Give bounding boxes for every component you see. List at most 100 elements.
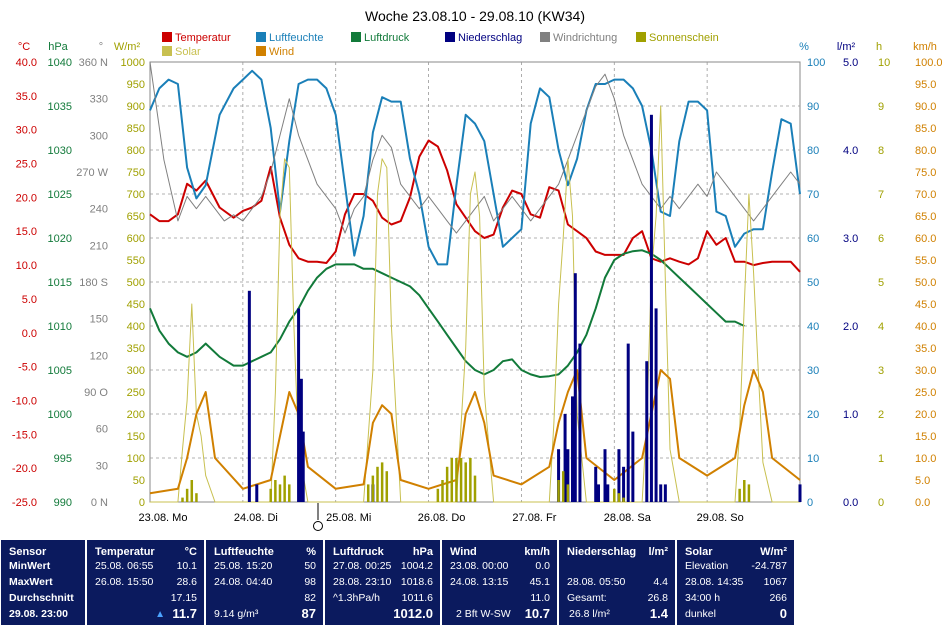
solar-state: dunkel bbox=[685, 608, 716, 620]
wind_speed-tick-16: 20.0 bbox=[915, 409, 936, 421]
temperature-tick-7: 5.0 bbox=[22, 294, 37, 306]
avg-label: Durchschnitt bbox=[9, 592, 74, 604]
humidity-tick-9: 10 bbox=[807, 453, 819, 465]
x-tick-label-6: 29.08. So bbox=[697, 512, 744, 524]
wind_speed-tick-3: 85.0 bbox=[915, 123, 936, 135]
wind_speed-tick-20: 0.0 bbox=[915, 497, 930, 509]
solar-tick-4: 800 bbox=[127, 145, 145, 157]
temperature-tick-0: 40.0 bbox=[16, 57, 37, 69]
solar-max-value: 1067 bbox=[763, 576, 787, 588]
niederschlag-bar-2 bbox=[297, 308, 301, 502]
wind-min-time: 23.08. 00:00 bbox=[450, 560, 509, 572]
niederschlag-bar-16 bbox=[617, 449, 621, 502]
sonnenschein-bar-11 bbox=[376, 466, 379, 502]
humidity-tick-6: 40 bbox=[807, 321, 819, 333]
solar-tick-20: 0 bbox=[139, 497, 145, 509]
precipitation-tick-2: 3.0 bbox=[843, 233, 858, 245]
sonnenschein-bar-24 bbox=[561, 471, 565, 502]
niederschlag-bar-10 bbox=[573, 273, 577, 502]
sensor-header: Sensor bbox=[9, 546, 47, 558]
wind_speed-tick-14: 30.0 bbox=[915, 365, 936, 377]
temperature-header: Temperatur bbox=[95, 546, 155, 558]
solar-unit: W/m² bbox=[760, 546, 787, 558]
precipitation-tick-5: 0.0 bbox=[843, 497, 858, 509]
legend-swatch-1 bbox=[256, 32, 266, 42]
legend-swatch-2 bbox=[351, 32, 361, 42]
rain-max-time: 28.08. 05:50 bbox=[567, 576, 626, 588]
humidity-average: 82 bbox=[304, 592, 316, 604]
sunshine-tick-2: 8 bbox=[878, 145, 884, 157]
wind_speed-tick-10: 50.0 bbox=[915, 277, 936, 289]
wind_direction-unit: ° bbox=[99, 41, 103, 53]
wind_direction-tick-2: 300 bbox=[90, 130, 108, 142]
pressure-tick-7: 1005 bbox=[48, 365, 72, 377]
now-marker-icon bbox=[313, 521, 323, 531]
wind_speed-tick-9: 55.0 bbox=[915, 255, 936, 267]
niederschlag-bar-3 bbox=[299, 378, 303, 502]
solar-tick-16: 200 bbox=[127, 409, 145, 421]
sonnenschein-bar-17 bbox=[450, 458, 454, 502]
solar-tick-13: 350 bbox=[127, 343, 145, 355]
solar-tick-2: 900 bbox=[127, 101, 145, 113]
solar-tick-18: 100 bbox=[127, 453, 145, 465]
solar-tick-19: 50 bbox=[133, 475, 145, 487]
niederschlag-bar-20 bbox=[645, 361, 649, 502]
solar-tick-3: 850 bbox=[127, 123, 145, 135]
wind_speed-tick-2: 90.0 bbox=[915, 101, 936, 113]
wind_speed-tick-18: 10.0 bbox=[915, 453, 936, 465]
temperature-tick-4: 20.0 bbox=[16, 192, 37, 204]
pressure-tick-10: 990 bbox=[54, 497, 72, 509]
wind_speed-tick-5: 75.0 bbox=[915, 167, 936, 179]
legend-label-6: Solar bbox=[175, 46, 201, 58]
humidity-tick-3: 70 bbox=[807, 189, 819, 201]
pressure-tick-6: 1010 bbox=[48, 321, 72, 333]
precipitation-tick-0: 5.0 bbox=[843, 57, 858, 69]
precipitation-unit: l/m² bbox=[837, 41, 856, 53]
humidity-tick-7: 30 bbox=[807, 365, 819, 377]
niederschlag-bar-25 bbox=[798, 484, 802, 502]
wind_direction-tick-6: 180 S bbox=[79, 277, 108, 289]
wind_direction-tick-1: 330 bbox=[90, 94, 108, 106]
humidity-box: Luftfeuchte% 25.08. 15:20 50 24.08. 04:40… bbox=[206, 540, 323, 625]
temperature-tick-3: 25.0 bbox=[16, 159, 37, 171]
x-tick-label-0: 23.08. Mo bbox=[139, 512, 188, 524]
niederschlag-bar-1 bbox=[255, 484, 259, 502]
solar-tick-15: 250 bbox=[127, 387, 145, 399]
humidity-tick-8: 20 bbox=[807, 409, 819, 421]
pressure-tick-9: 995 bbox=[54, 453, 72, 465]
niederschlag-bar-24 bbox=[663, 484, 667, 502]
temperature-unit: °C bbox=[184, 546, 197, 558]
rain-header: Niederschlag bbox=[567, 546, 637, 558]
humidity-tick-10: 0 bbox=[807, 497, 813, 509]
pressure-max-value: 1018.6 bbox=[400, 576, 433, 588]
solar-tick-5: 750 bbox=[127, 167, 145, 179]
humidity-tick-4: 60 bbox=[807, 233, 819, 245]
absolute-humidity: 9.14 g/m³ bbox=[214, 608, 259, 620]
niederschlag-bar-6 bbox=[557, 449, 561, 502]
min-label: MinWert bbox=[9, 560, 51, 572]
legend-swatch-4 bbox=[540, 32, 550, 42]
sonnenschein-bar-0 bbox=[181, 497, 184, 502]
elevation-value: -24.787 bbox=[751, 560, 787, 572]
solar-average: 266 bbox=[769, 592, 787, 604]
temperature-max-time: 26.08. 15:50 bbox=[95, 576, 154, 588]
wind_direction-tick-10: 60 bbox=[96, 424, 108, 436]
niederschlag-bar-4 bbox=[301, 431, 305, 502]
humidity-tick-0: 100 bbox=[807, 57, 825, 69]
temperature-unit: °C bbox=[18, 41, 30, 53]
sonnenschein-bar-22 bbox=[473, 475, 477, 502]
sunshine-tick-5: 5 bbox=[878, 277, 884, 289]
humidity-tick-1: 90 bbox=[807, 101, 819, 113]
rain-total-current: 26.8 l/m² bbox=[569, 608, 610, 620]
pressure-header: Luftdruck bbox=[333, 546, 384, 558]
solar-tick-17: 150 bbox=[127, 431, 145, 443]
x-tick-label-1: 24.08. Di bbox=[234, 512, 278, 524]
sonnenschein-bar-10 bbox=[371, 475, 375, 502]
x-tick-label-2: 25.08. Mi bbox=[326, 512, 371, 524]
pressure-unit: hPa bbox=[48, 41, 68, 53]
sonnenschein-bar-30 bbox=[743, 480, 746, 502]
sunshine-tick-1: 9 bbox=[878, 101, 884, 113]
wind_speed-tick-8: 60.0 bbox=[915, 233, 936, 245]
wind_speed-tick-19: 5.0 bbox=[915, 475, 930, 487]
wind-header: Wind bbox=[450, 546, 477, 558]
